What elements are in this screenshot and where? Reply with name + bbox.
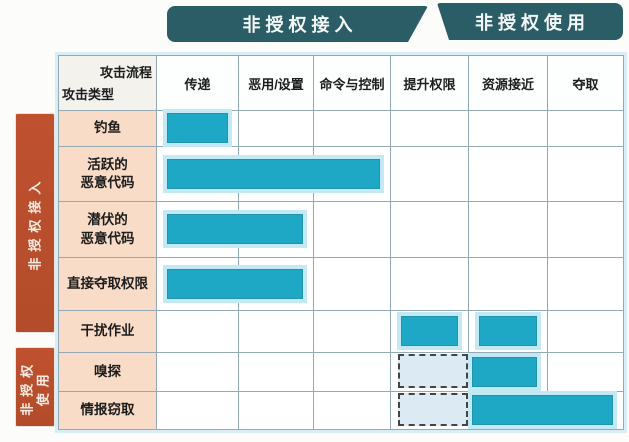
- row-label-line: 干扰作业: [80, 323, 135, 339]
- activity-bar-直接夺取权限: [167, 268, 303, 299]
- column-header-label: 资源接近: [481, 76, 534, 92]
- row-label-5: 干扰作业: [59, 311, 157, 353]
- matrix-cell: [469, 111, 548, 147]
- matrix-cell: [239, 111, 314, 147]
- row-label-line: 恶意代码: [80, 230, 135, 246]
- matrix-cell: [469, 202, 548, 258]
- activity-bar-干扰作业: [401, 316, 458, 346]
- row-label-4: 直接夺取权限: [59, 258, 157, 311]
- column-header-4: 提升权限: [391, 56, 469, 111]
- matrix-cell: [469, 147, 548, 202]
- column-header-2: 恶用/设置: [239, 56, 314, 111]
- sidebar-group-unauthorized-access-label: 非授权接入: [27, 175, 43, 270]
- row-label-2: 活跃的 恶意代码: [59, 147, 157, 202]
- activity-bar-干扰作业: [479, 316, 537, 346]
- row-label-line: 潜伏的: [87, 212, 128, 228]
- matrix-cell: [391, 258, 469, 311]
- sidebar-label-line: 非授权: [18, 358, 34, 416]
- corner-cell: 攻击流程攻击类型: [59, 56, 157, 111]
- matrix-cell: [548, 147, 624, 202]
- column-header-1: 传递: [157, 56, 239, 111]
- matrix-cell: [391, 202, 469, 258]
- column-header-label: 夺取: [572, 76, 599, 92]
- matrix-cell: [548, 311, 624, 353]
- banner-unauthorized-access: 非授权接入: [167, 6, 428, 42]
- row-label-1: 钓鱼: [59, 111, 157, 147]
- row-label-line: 直接夺取权限: [67, 275, 148, 291]
- column-header-5: 资源接近: [469, 56, 548, 111]
- activity-bar-钓鱼: [167, 113, 228, 143]
- sidebar-group-unauthorized-use: 非授权 使用: [15, 347, 55, 427]
- matrix-cell: [157, 392, 239, 430]
- sidebar-group-unauthorized-use-label: 非授权 使用: [19, 358, 52, 415]
- banner-unauthorized-access-label: 非授权接入: [242, 15, 358, 35]
- matrix-cell: [391, 147, 469, 202]
- column-header-label: 恶用/设置: [248, 76, 304, 92]
- column-header-6: 夺取: [548, 56, 624, 111]
- row-label-line: 活跃的: [87, 156, 128, 172]
- matrix-cell: [548, 353, 624, 392]
- column-header-label: 传递: [184, 76, 211, 92]
- attack-matrix-table: 攻击流程 攻击类型 传递 恶用/设置 命令与控制 提升权限 资源接近 夺取 钓鱼 活跃的 恶意代码潜…: [58, 55, 624, 430]
- column-header-3: 命令与控制: [314, 56, 391, 111]
- matrix-cell: [314, 202, 391, 258]
- matrix-cell: [314, 392, 391, 430]
- activity-bar-嗅探: [472, 356, 537, 387]
- activity-bar-活跃的恶意代码: [167, 158, 380, 189]
- matrix-cell: [314, 111, 391, 147]
- matrix-cell: [548, 258, 624, 311]
- matrix-cell: [239, 392, 314, 430]
- sidebar-label-line: 使用: [35, 367, 51, 407]
- matrix-cell: [239, 311, 314, 353]
- matrix-cell: [314, 353, 391, 392]
- row-label-line: 钓鱼: [94, 120, 121, 136]
- matrix-cell: [157, 353, 239, 392]
- row-label-6: 嗅探: [59, 353, 157, 392]
- matrix-cell: [469, 258, 548, 311]
- banner-unauthorized-use: 非授权使用: [437, 3, 623, 40]
- sidebar-label-line: 非授权接入: [26, 175, 42, 271]
- row-label-7: 情报窃取: [59, 392, 157, 430]
- optional-phase-box-嗅探: [398, 354, 468, 388]
- activity-bar-潜伏的恶意代码: [167, 214, 303, 244]
- corner-attack-flow-label: 攻击流程: [99, 65, 152, 80]
- row-label-3: 潜伏的 恶意代码: [59, 202, 157, 258]
- column-header-label: 命令与控制: [319, 76, 385, 92]
- matrix-cell: [314, 311, 391, 353]
- row-label-line: 情报窃取: [80, 402, 135, 418]
- matrix-cell: [157, 311, 239, 353]
- optional-phase-box-情报窃取: [398, 393, 468, 426]
- matrix-cell: [391, 111, 469, 147]
- column-header-label: 提升权限: [403, 76, 456, 92]
- sidebar-group-unauthorized-access: 非授权接入: [15, 113, 55, 333]
- matrix-cell: [314, 258, 391, 311]
- banner-unauthorized-use-label: 非授权使用: [475, 12, 590, 33]
- matrix-cell: [239, 353, 314, 392]
- matrix-cell: [548, 202, 624, 258]
- row-label-line: 嗅探: [94, 363, 121, 379]
- matrix-cell: [548, 111, 624, 147]
- row-label-line: 恶意代码: [80, 175, 135, 190]
- corner-attack-type-label: 攻击类型: [62, 87, 115, 102]
- activity-bar-情报窃取: [472, 395, 613, 425]
